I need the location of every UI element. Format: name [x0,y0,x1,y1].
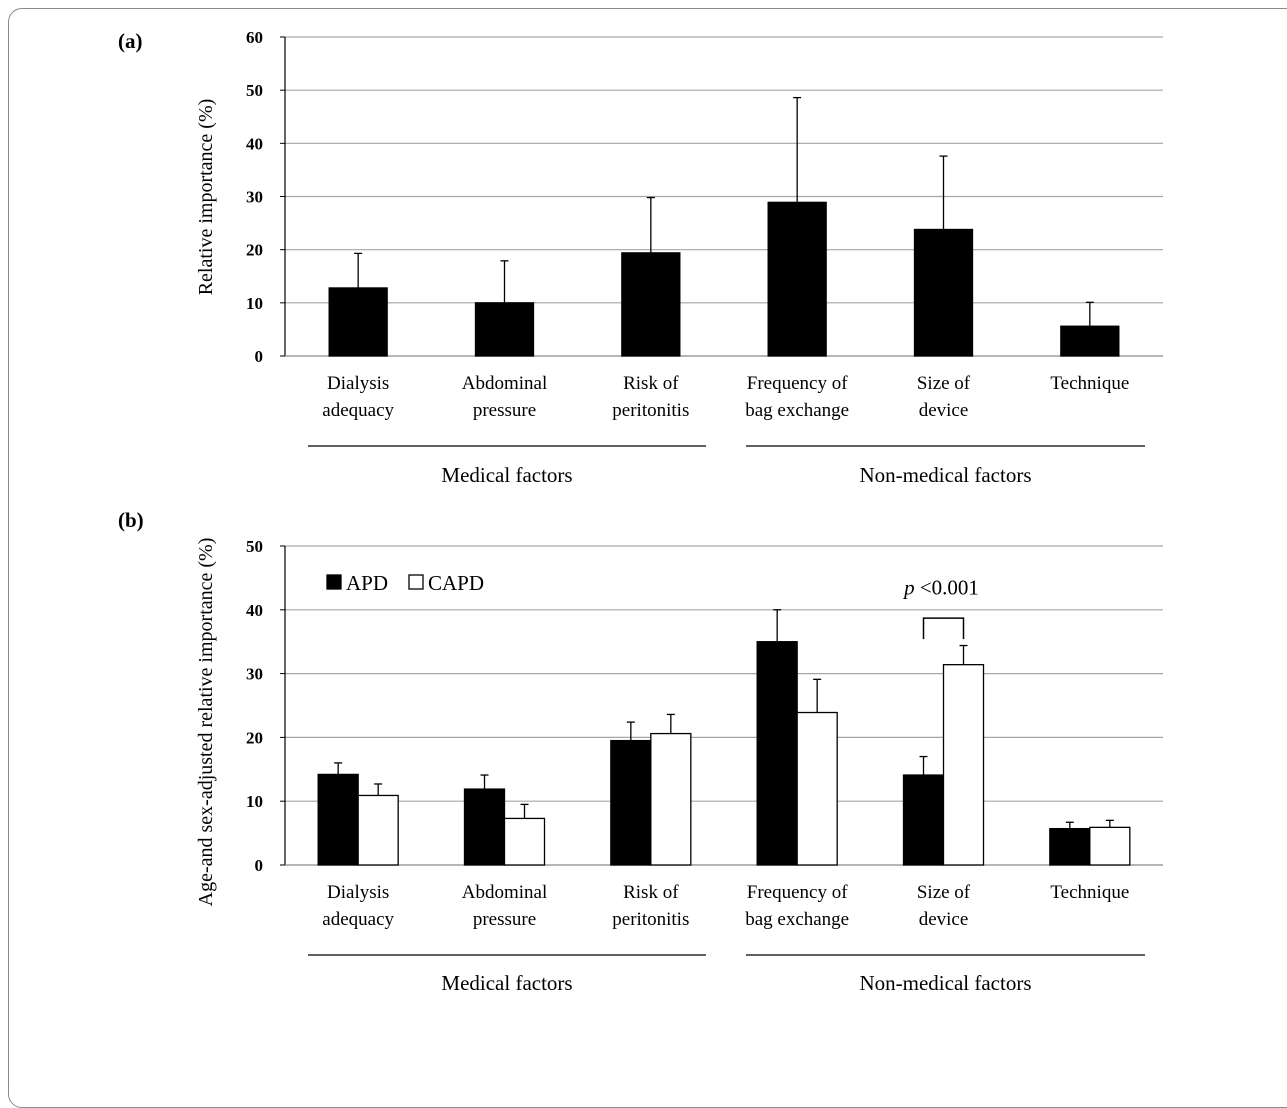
legend-swatch [326,574,342,590]
bar [1089,826,1131,866]
y-tick-label: 30 [246,188,263,207]
category-label: device [919,400,969,421]
y-tick-label: 40 [246,134,263,153]
bar [474,302,535,357]
category-label: Dialysis [327,882,389,903]
legend-label: CAPD [428,571,484,595]
y-tick-label: 0 [255,347,264,366]
group-label: Medical factors [441,971,572,992]
category-label: Technique [1050,373,1129,394]
bar [1049,827,1091,866]
bar [503,817,546,866]
category-label: device [919,909,969,930]
category-label: adequacy [322,909,394,930]
bar [942,664,985,866]
y-tick-label: 40 [246,601,263,620]
category-label: Abdominal [462,373,548,394]
y-tick-label: 10 [246,792,263,811]
bar [913,228,974,357]
bar [328,287,388,357]
legend-label: APD [346,571,388,595]
bar [1060,325,1120,357]
category-label: bag exchange [745,909,849,930]
category-label: peritonitis [612,400,689,421]
category-label: Abdominal [462,882,548,903]
bar [357,794,399,866]
category-label: Size of [917,882,971,903]
category-label: Risk of [623,373,679,394]
bar [796,711,838,866]
y-tick-label: 20 [246,728,263,747]
y-tick-label: 0 [255,856,264,875]
group-label: Non-medical factors [859,463,1031,487]
figure: (a) 0 10 20 30 40 50 60 Relative importance (%) D… [118,28,1163,992]
y-tick-label: 20 [246,241,263,260]
bar [902,774,945,866]
category-label: peritonitis [612,909,689,930]
bar [463,788,506,866]
y-axis-label: Relative importance (%) [195,99,217,296]
y-axis-label: Age-and sex-adjusted relative importance… [195,538,217,907]
bar [610,739,652,866]
category-label: Frequency of [747,882,848,903]
category-label: adequacy [322,400,394,421]
legend-swatch [408,574,424,590]
y-tick-label: 60 [246,28,263,47]
bar [317,773,359,866]
y-tick-label: 10 [246,294,263,313]
bar [621,252,681,357]
bar [756,641,798,866]
category-label: Risk of [623,882,679,903]
group-label: Non-medical factors [859,971,1031,992]
category-label: Frequency of [747,373,848,394]
category-label: pressure [473,909,536,930]
y-tick-label: 50 [246,537,263,556]
category-label: Dialysis [327,373,389,394]
panel-label: (a) [118,29,143,53]
group-label: Medical factors [441,463,572,487]
category-label: bag exchange [745,400,849,421]
significance-bracket [922,617,965,640]
y-tick-label: 50 [246,81,263,100]
y-tick-label: 30 [246,665,263,684]
p-value-annotation: p <0.001 [902,575,979,599]
bar [767,201,827,357]
category-label: Size of [917,373,971,394]
panel-label: (b) [118,508,144,532]
category-label: pressure [473,400,536,421]
category-label: Technique [1050,882,1129,903]
bar [650,732,692,866]
